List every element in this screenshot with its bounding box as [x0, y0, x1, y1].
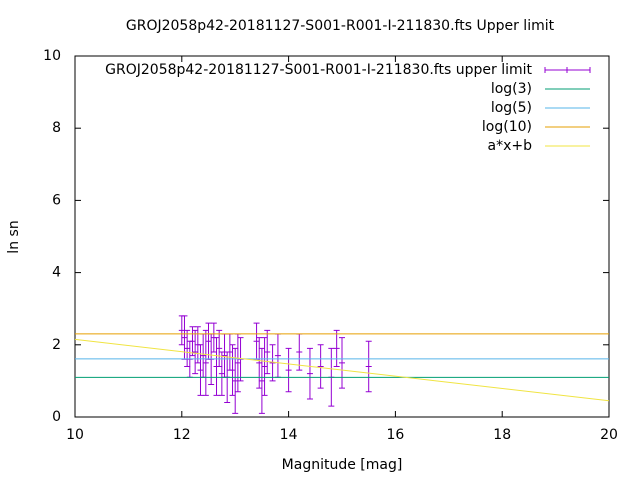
- error-bar: [181, 315, 188, 360]
- error-bar: [258, 347, 265, 414]
- error-bar: [216, 329, 223, 367]
- error-bar: [178, 315, 185, 346]
- error-bar: [232, 347, 239, 414]
- error-bar: [226, 333, 233, 371]
- error-bar: [261, 337, 268, 396]
- error-bar: [234, 333, 241, 393]
- legend-label: a*x+b: [488, 138, 533, 154]
- y-tick-label: 0: [52, 409, 61, 425]
- x-tick-label: 20: [600, 427, 618, 443]
- error-bar: [306, 347, 313, 400]
- y-tick-label: 6: [52, 192, 61, 208]
- error-bar: [202, 329, 209, 396]
- legend-swatch: [544, 67, 591, 73]
- error-bar: [365, 340, 372, 393]
- error-bar: [285, 347, 292, 393]
- x-tick-label: 18: [493, 427, 511, 443]
- error-bar: [256, 337, 263, 389]
- y-tick-label: 8: [52, 120, 61, 136]
- legend-label: GROJ2058p42-20181127-S001-R001-I-211830.…: [105, 62, 532, 78]
- legend-label: log(5): [491, 100, 532, 116]
- error-bar: [229, 344, 236, 396]
- x-axis-label: Magnitude [mag]: [282, 457, 403, 473]
- error-bar: [274, 333, 281, 378]
- error-bar: [189, 326, 196, 357]
- legend-label: log(3): [491, 81, 532, 97]
- error-bar: [269, 344, 276, 382]
- chart-title: GROJ2058p42-20181127-S001-R001-I-211830.…: [126, 18, 555, 34]
- error-bar: [192, 329, 199, 375]
- error-bar: [184, 329, 191, 367]
- y-axis-label: ln sn: [6, 220, 22, 253]
- error-bar: [218, 351, 225, 396]
- legend-label: log(10): [482, 119, 532, 135]
- error-bar: [205, 322, 212, 360]
- error-bar: [264, 329, 271, 375]
- error-bar: [296, 333, 303, 371]
- error-bar: [253, 322, 260, 360]
- y-tick-label: 4: [52, 265, 61, 281]
- y-tick-label: 10: [43, 48, 61, 64]
- x-tick-label: 12: [173, 427, 191, 443]
- x-tick-label: 14: [280, 427, 298, 443]
- error-bar: [221, 333, 228, 378]
- error-bar: [339, 337, 345, 389]
- x-tick-label: 16: [386, 427, 404, 443]
- error-bar: [317, 344, 324, 389]
- y-tick-label: 2: [52, 337, 61, 353]
- error-bar: [197, 344, 204, 396]
- error-bar: [200, 333, 207, 378]
- x-tick-label: 10: [66, 427, 84, 443]
- plot-border: [74, 55, 610, 418]
- error-bar: [333, 329, 340, 367]
- function-line: [74, 338, 610, 402]
